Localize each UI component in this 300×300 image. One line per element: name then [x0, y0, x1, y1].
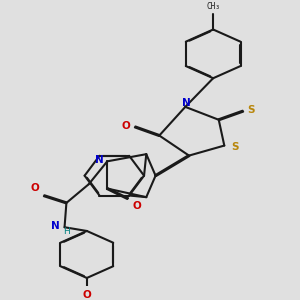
- Text: CH₃: CH₃: [206, 2, 220, 11]
- Text: S: S: [232, 142, 239, 152]
- Text: O: O: [31, 183, 40, 193]
- Text: O: O: [122, 121, 131, 130]
- Text: O: O: [132, 201, 141, 212]
- Text: O: O: [82, 290, 91, 300]
- Text: S: S: [247, 105, 255, 115]
- Text: N: N: [182, 98, 190, 108]
- Text: N: N: [95, 155, 103, 165]
- Text: H: H: [63, 227, 70, 236]
- Text: N: N: [51, 221, 60, 231]
